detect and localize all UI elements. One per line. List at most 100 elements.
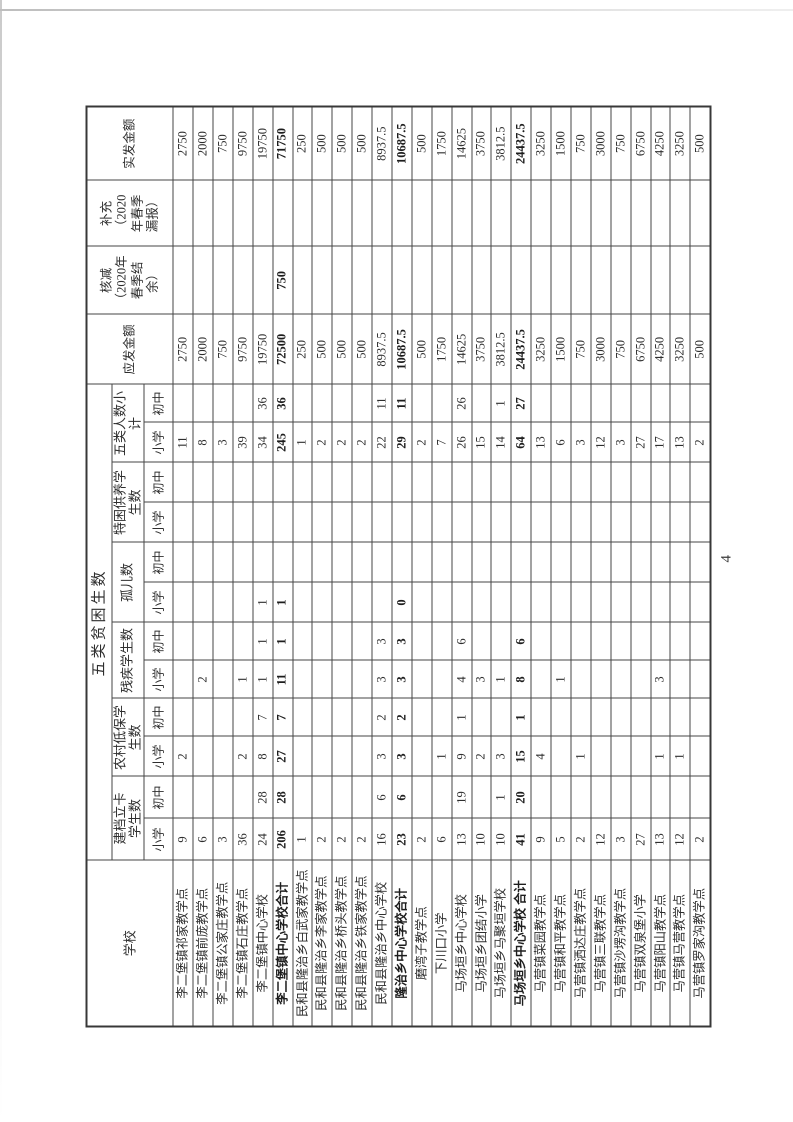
value-cell-实发金额: 9750: [232, 105, 253, 180]
value-cell-核减: [669, 245, 690, 314]
value-cell-农村低保初中: [650, 698, 670, 736]
value-cell-补充: [351, 179, 372, 246]
value-cell-残疾初中: [411, 622, 432, 660]
value-cell-孤儿初中: [530, 542, 551, 582]
value-cell-实发金额: 3812.5: [490, 105, 511, 180]
value-cell-五类小计小学: 15: [471, 422, 491, 462]
value-cell-五类小计初中: 1: [490, 383, 511, 422]
value-cell-应发金额: 3000: [590, 313, 611, 384]
value-cell-应发金额: 500: [689, 313, 710, 384]
school-name-cell: 民和县隆治乡白武家教学点: [292, 860, 312, 1026]
school-name-cell: 民和县隆治乡铁家教学点: [351, 860, 372, 1026]
value-cell-孤儿初中: [630, 542, 651, 582]
school-name-cell: 李二堡镇公家庄教学点: [212, 860, 233, 1026]
value-cell-五类小计初中: 11: [371, 383, 392, 422]
value-cell-农村低保小学: [351, 736, 372, 776]
value-cell-残疾初中: 3: [371, 622, 392, 660]
value-cell-特困供养初中: [530, 462, 551, 502]
value-cell-实发金额: 10687.5: [391, 105, 412, 180]
sub-header-junior: 初中: [143, 542, 173, 582]
value-cell-孤儿初中: [471, 542, 491, 582]
value-cell-核减: [292, 245, 312, 314]
value-cell-补充: [669, 179, 690, 246]
value-cell-建档立卡初中: [192, 776, 213, 818]
value-cell-孤儿初中: [351, 542, 372, 582]
value-cell-残疾初中: [431, 622, 452, 660]
value-cell-特困供养初中: [510, 462, 531, 502]
value-cell-农村低保初中: 2: [371, 698, 392, 736]
value-cell-补充: [391, 179, 412, 246]
header-group-jiandang: 建档立卡 学生数: [111, 776, 144, 860]
value-cell-核减: [431, 245, 452, 314]
table-row: 马营镇三联教学点 12 12 3000 3000: [590, 105, 611, 1026]
value-cell-残疾小学: 4: [451, 660, 472, 698]
value-cell-农村低保小学: 1: [431, 736, 452, 776]
value-cell-建档立卡小学: 24: [252, 818, 273, 860]
school-name-cell: 马场垣乡马聚垣学校: [490, 860, 511, 1026]
sub-header-primary: 小学: [143, 582, 173, 622]
value-cell-残疾初中: 1: [272, 622, 293, 660]
value-cell-特困供养初中: [192, 462, 213, 502]
value-cell-五类小计小学: 2: [351, 422, 372, 462]
value-cell-残疾小学: 3: [471, 660, 491, 698]
value-cell-五类小计初中: [650, 383, 670, 422]
table-row: 马营镇阳山教学点 13 1 3 17 4250 4250: [650, 105, 670, 1026]
value-cell-五类小计初中: 36: [252, 383, 273, 422]
table-row: 马场垣乡中心学校 13 19 9 1 4 6 26 26 14625 14625: [451, 105, 472, 1026]
value-cell-建档立卡小学: 13: [451, 818, 472, 860]
value-cell-残疾小学: 3: [391, 660, 412, 698]
value-cell-农村低保小学: [610, 736, 631, 776]
value-cell-五类小计初中: [351, 383, 372, 422]
school-name-cell: 马营镇菜园教学点: [530, 860, 551, 1026]
value-cell-孤儿小学: 1: [272, 582, 293, 622]
value-cell-五类小计小学: 1: [292, 422, 312, 462]
header-group-xiaoji: 五类人数小 计: [111, 383, 144, 462]
value-cell-建档立卡初中: [669, 776, 690, 818]
value-cell-建档立卡小学: 2: [331, 818, 352, 860]
value-cell-五类小计小学: 7: [431, 422, 452, 462]
value-cell-建档立卡初中: [232, 776, 253, 818]
value-cell-五类小计初中: [630, 383, 651, 422]
value-cell-残疾初中: [590, 622, 611, 660]
school-name-cell: 磨湾子教学点: [411, 860, 432, 1026]
value-cell-应发金额: 2750: [172, 313, 193, 384]
value-cell-核减: [212, 245, 233, 314]
value-cell-残疾小学: [431, 660, 452, 698]
value-cell-特困供养小学: [530, 502, 551, 542]
value-cell-应发金额: 1500: [550, 313, 571, 384]
value-cell-农村低保小学: 1: [669, 736, 690, 776]
value-cell-农村低保小学: [630, 736, 651, 776]
value-cell-实发金额: 1750: [431, 105, 452, 180]
table-row: 马营镇和平教学点 5 1 6 1500 1500: [550, 105, 571, 1026]
value-cell-特困供养小学: [311, 502, 332, 542]
value-cell-孤儿初中: [212, 542, 233, 582]
table-row: 民和县隆治乡中心学校 16 6 3 2 3 3 22 11 8937.5 8937.5: [371, 105, 392, 1026]
value-cell-残疾小学: [610, 660, 631, 698]
value-cell-残疾初中: 3: [391, 622, 412, 660]
value-cell-残疾小学: [630, 660, 651, 698]
value-cell-核减: [252, 245, 273, 314]
value-cell-五类小计初中: 11: [391, 383, 412, 422]
value-cell-补充: [311, 179, 332, 246]
value-cell-五类小计小学: 14: [490, 422, 511, 462]
value-cell-五类小计初中: 36: [272, 383, 293, 422]
value-cell-孤儿小学: [471, 582, 491, 622]
value-cell-孤儿初中: [451, 542, 472, 582]
value-cell-五类小计小学: 6: [550, 422, 571, 462]
school-name-cell: 李二堡镇前庞教学点: [192, 860, 213, 1026]
value-cell-建档立卡初中: [212, 776, 233, 818]
value-cell-核减: [550, 245, 571, 314]
value-cell-孤儿初中: [650, 542, 670, 582]
value-cell-应发金额: 24437.5: [510, 313, 531, 384]
value-cell-建档立卡初中: [650, 776, 670, 818]
value-cell-孤儿初中: [391, 542, 412, 582]
page-number: 4: [718, 554, 734, 563]
value-cell-五类小计初中: [590, 383, 611, 422]
value-cell-农村低保小学: 2: [232, 736, 253, 776]
value-cell-建档立卡小学: 2: [570, 818, 591, 860]
value-cell-农村低保初中: [550, 698, 571, 736]
school-name-cell: 李二堡镇石庄教学点: [232, 860, 253, 1026]
value-cell-农村低保初中: [351, 698, 372, 736]
table-row: 民和县隆治乡李家教学点 2 2 500 500: [311, 105, 332, 1026]
